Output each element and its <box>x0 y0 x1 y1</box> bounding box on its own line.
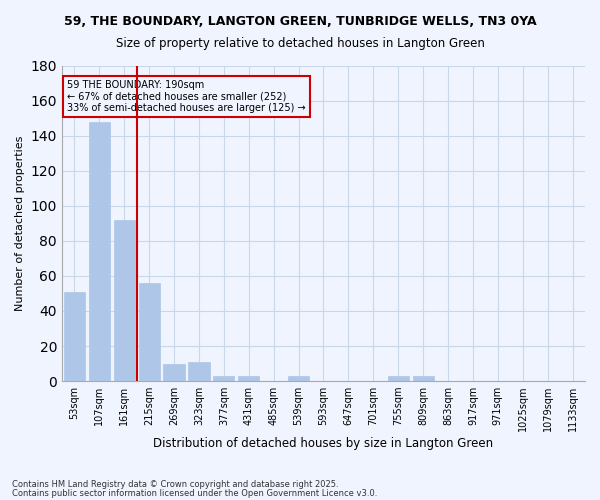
Bar <box>238 376 259 381</box>
Bar <box>113 220 135 381</box>
Text: Contains public sector information licensed under the Open Government Licence v3: Contains public sector information licen… <box>12 488 377 498</box>
Bar <box>163 364 185 381</box>
Bar <box>213 376 235 381</box>
Bar <box>139 283 160 381</box>
Bar <box>413 376 434 381</box>
X-axis label: Distribution of detached houses by size in Langton Green: Distribution of detached houses by size … <box>154 437 494 450</box>
Bar <box>64 292 85 381</box>
Text: 59, THE BOUNDARY, LANGTON GREEN, TUNBRIDGE WELLS, TN3 0YA: 59, THE BOUNDARY, LANGTON GREEN, TUNBRID… <box>64 15 536 28</box>
Bar <box>188 362 209 381</box>
Y-axis label: Number of detached properties: Number of detached properties <box>15 136 25 311</box>
Bar <box>288 376 309 381</box>
Text: Contains HM Land Registry data © Crown copyright and database right 2025.: Contains HM Land Registry data © Crown c… <box>12 480 338 489</box>
Bar <box>89 122 110 381</box>
Bar <box>388 376 409 381</box>
Text: Size of property relative to detached houses in Langton Green: Size of property relative to detached ho… <box>116 38 484 51</box>
Text: 59 THE BOUNDARY: 190sqm
← 67% of detached houses are smaller (252)
33% of semi-d: 59 THE BOUNDARY: 190sqm ← 67% of detache… <box>67 80 306 113</box>
